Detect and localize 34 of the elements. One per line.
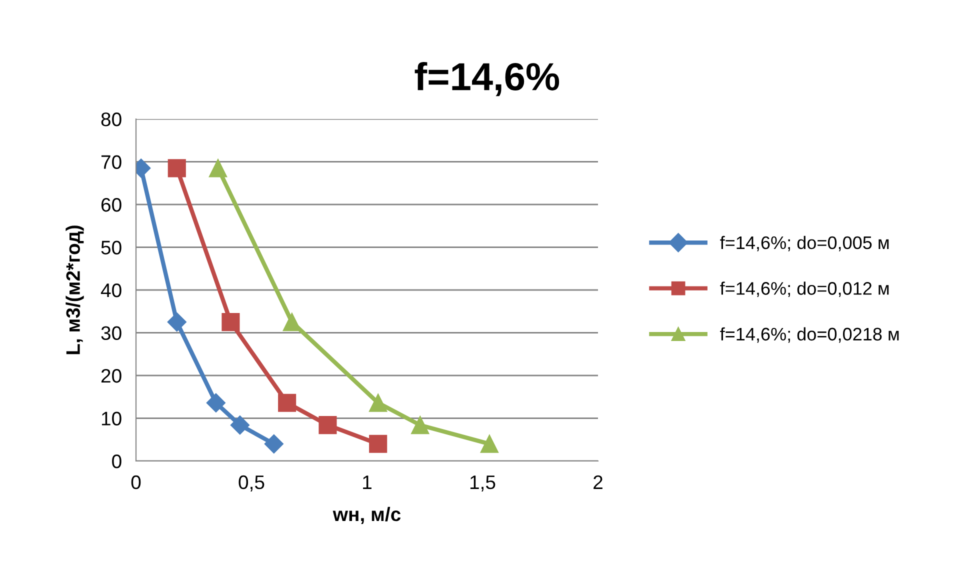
point xyxy=(278,394,296,412)
point xyxy=(222,313,240,332)
point xyxy=(282,313,301,332)
y-tick-label: 40 xyxy=(100,283,122,298)
point xyxy=(230,416,250,435)
y-tick-label: 80 xyxy=(101,112,122,126)
x-axis-title: wн, м/с xyxy=(332,506,401,524)
y-tick-label: 50 xyxy=(101,240,122,254)
point xyxy=(480,434,498,453)
y-tick-label: 60 xyxy=(101,198,122,212)
legend-label: f=14,6%; do=0,012 м xyxy=(720,282,889,297)
y-axis-title: L, м3/(м2*год) xyxy=(66,226,84,354)
point xyxy=(167,312,186,332)
x-tick-label: 0,5 xyxy=(238,475,264,492)
legend-label: f=14,6%; do=0,0218 м xyxy=(720,327,899,343)
chart-title: f=14,6% xyxy=(414,62,560,96)
y-tick-label: 20 xyxy=(101,368,122,383)
point xyxy=(369,394,388,412)
point xyxy=(369,434,388,453)
point xyxy=(318,416,337,434)
point xyxy=(206,393,226,412)
point xyxy=(411,416,430,434)
x-tick-label: 2 xyxy=(594,475,602,489)
x-tick-label: 1,5 xyxy=(470,476,496,492)
y-tick-label: 0 xyxy=(112,454,122,468)
y-tick-label: 10 xyxy=(102,412,122,426)
point xyxy=(208,159,228,178)
point xyxy=(168,159,186,178)
legend-label: f=14,6%; do=0,005 м xyxy=(720,236,889,252)
point xyxy=(264,434,284,454)
x-tick-label: 1 xyxy=(363,476,372,489)
x-tick-label: 0 xyxy=(131,475,141,490)
y-tick-label: 70 xyxy=(101,155,122,169)
y-tick-label: 30 xyxy=(101,326,122,340)
